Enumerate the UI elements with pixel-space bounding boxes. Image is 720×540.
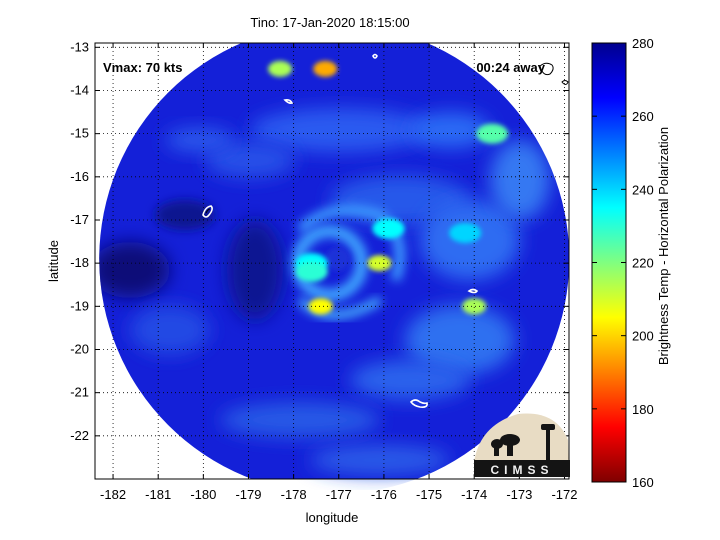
x-axis-label: longitude xyxy=(306,510,359,525)
colorbar-tick-label: 280 xyxy=(632,36,654,51)
y-axis-label: latitude xyxy=(46,240,61,282)
cold-feature-5 xyxy=(268,60,293,77)
colorbar-tick-label: 260 xyxy=(632,109,654,124)
cold-feature-9 xyxy=(449,222,482,243)
cold-feature-6 xyxy=(313,60,338,77)
colorbar-tick-label: 240 xyxy=(632,182,654,197)
logo-tower xyxy=(546,430,550,460)
x-tick-label: -173 xyxy=(506,487,532,502)
logo-dish-small-stand xyxy=(494,447,499,456)
island-outline xyxy=(409,399,428,408)
island-outline xyxy=(539,62,554,76)
island-outline xyxy=(283,99,294,104)
logo-dish-stand xyxy=(507,444,513,456)
colorbar-tick-label: 200 xyxy=(632,329,654,344)
axes-frame xyxy=(94,42,570,480)
x-tick-label: -176 xyxy=(371,487,397,502)
cold-feature-8 xyxy=(372,218,405,239)
rainband xyxy=(205,142,295,178)
rainband xyxy=(220,402,380,438)
y-tick-label: -15 xyxy=(70,126,89,141)
logo-tower-top xyxy=(541,424,555,430)
warm-region xyxy=(227,220,283,320)
cold-feature-2 xyxy=(308,298,333,315)
rainband xyxy=(165,128,235,152)
x-tick-label: -181 xyxy=(145,487,171,502)
warm-region xyxy=(99,242,170,298)
island-outline xyxy=(561,80,569,85)
rainband xyxy=(130,305,210,355)
rainband xyxy=(490,140,550,220)
island-outline-inner xyxy=(205,208,211,214)
logo-dish-small xyxy=(491,439,503,449)
x-tick-label: -182 xyxy=(100,487,126,502)
logo-text: CIMSS xyxy=(490,463,553,477)
y-tick-label: -17 xyxy=(70,212,89,227)
x-tick-label: -177 xyxy=(326,487,352,502)
island-outline xyxy=(467,288,479,294)
y-tick-label: -20 xyxy=(70,341,89,356)
x-tick-label: -175 xyxy=(416,487,442,502)
spiral-arc xyxy=(296,205,405,282)
y-tick-label: -22 xyxy=(70,428,89,443)
x-tick-label: -174 xyxy=(461,487,487,502)
cold-feature-7 xyxy=(476,123,509,144)
axes-box xyxy=(94,42,570,480)
colorbar-tick-label: 180 xyxy=(632,402,654,417)
grid xyxy=(95,43,569,479)
vmax-annotation: Vmax: 70 kts xyxy=(103,60,183,75)
rainband xyxy=(350,360,470,400)
x-tick-label: -180 xyxy=(190,487,216,502)
y-tick-label: -16 xyxy=(70,169,89,184)
x-tick-label: -172 xyxy=(551,487,577,502)
colorbar: 160 180 200 220 240 260 280 Brightness Temp - … xyxy=(591,36,671,490)
rainband xyxy=(250,108,430,152)
time-away-annotation: 00:24 away xyxy=(476,60,545,75)
spiral-arc xyxy=(297,296,383,319)
island-outline xyxy=(202,205,213,218)
y-tick-label: -21 xyxy=(70,385,89,400)
rainband xyxy=(405,305,515,375)
colorbar-label: Brightness Temp - Horizontal Polarizatio… xyxy=(656,127,671,365)
y-tick-label: -13 xyxy=(70,39,89,54)
cold-feature-4 xyxy=(462,298,487,315)
storm-eye xyxy=(325,247,350,272)
logo-band xyxy=(474,460,570,477)
y-axis-ticks: -13 -14 -15 -16 -17 -18 -19 -20 -21 -22 xyxy=(70,39,569,443)
chart-title: Tino: 17-Jan-2020 18:15:00 xyxy=(250,15,409,30)
swath-image xyxy=(99,43,569,479)
y-tick-label: -18 xyxy=(70,255,89,270)
cold-feature-1 xyxy=(295,261,328,282)
colorbar-tick-label: 220 xyxy=(632,256,654,271)
x-tick-label: -178 xyxy=(281,487,307,502)
x-tick-label: -179 xyxy=(235,487,261,502)
y-tick-label: -14 xyxy=(70,82,89,97)
colorbar-scale xyxy=(591,42,627,483)
island-outline xyxy=(372,53,378,59)
rainband xyxy=(310,445,450,475)
cimss-logo: CIMSS xyxy=(474,413,570,477)
rainband xyxy=(410,112,490,148)
y-tick-label: -19 xyxy=(70,298,89,313)
colorbar-ticks: 160 180 200 220 240 260 280 xyxy=(592,36,654,490)
coastlines xyxy=(202,53,569,408)
logo-dish xyxy=(500,434,520,446)
colorbar-tick-label: 160 xyxy=(632,475,654,490)
warm-region xyxy=(155,200,215,230)
